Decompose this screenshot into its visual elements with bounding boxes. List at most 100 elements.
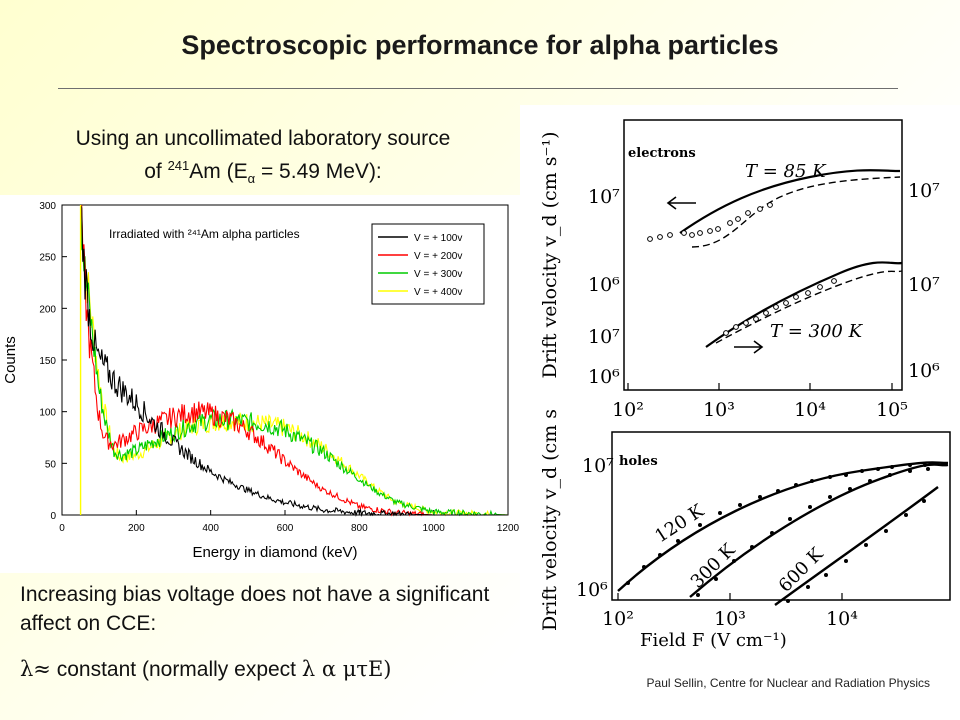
electrons-y-tick-label: 10⁷	[588, 186, 620, 208]
electrons-data-point-85k	[681, 230, 687, 236]
x-tick-label: 1200	[497, 523, 520, 534]
spectrum-plot-area: 0 200 400 600 800 1000 1200 0 50 100 150 200 250 300 E…	[2, 201, 520, 561]
series-line-1	[80, 204, 508, 517]
holes-data-point	[732, 559, 736, 563]
electrons-curve-label-85k: T = 85 K	[745, 161, 827, 182]
holes-y-axis-label: Drift velocity v_d (cm s	[539, 409, 561, 631]
footer-credit: Paul Sellin, Centre for Nuclear and Radi…	[646, 676, 930, 690]
holes-x-tick-label: 10²	[602, 608, 634, 630]
electrons-data-point-85k	[707, 228, 713, 234]
x-tick-label: 400	[202, 523, 219, 534]
holes-data-point	[890, 465, 894, 469]
electrons-frame	[623, 119, 903, 391]
title-divider	[58, 88, 898, 89]
holes-y-tick-label: 10⁶	[576, 579, 608, 601]
electrons-data-point-85k	[667, 232, 673, 238]
formula-lhs: λ≈	[20, 657, 51, 681]
holes-x-tick-label: 10⁴	[826, 608, 858, 630]
alpha-subscript: α	[247, 171, 256, 187]
electrons-y-tick-label: 10⁶	[588, 274, 620, 296]
electrons-data-point-85k	[757, 206, 763, 212]
conclusion-text: Increasing bias voltage does not have a …	[20, 583, 490, 635]
holes-data-point	[698, 523, 702, 527]
holes-data-point	[884, 529, 888, 533]
holes-data-point	[876, 467, 880, 471]
x-tick-label: 0	[59, 523, 65, 534]
y-tick-label: 300	[39, 201, 56, 212]
electrons-arrow-left	[666, 196, 696, 210]
holes-x-tick-label: 10³	[714, 608, 746, 630]
electrons-label: electrons	[628, 146, 696, 161]
holes-data-point	[860, 469, 864, 473]
electrons-y-tick-label-right: 10⁷	[908, 180, 940, 202]
electrons-y-axis-label: Drift velocity v_d (cm s⁻¹)	[539, 131, 561, 378]
holes-data-point	[770, 531, 774, 535]
formula-line: λ≈ constant (normally expect λ α μτE)	[20, 657, 500, 682]
holes-x-axis-label: Field F (V cm⁻¹)	[640, 630, 787, 651]
electrons-x-tick-label: 10⁴	[794, 399, 826, 421]
electrons-y-tick-label: 10⁷	[588, 326, 620, 348]
holes-data-point	[828, 475, 832, 479]
holes-data-point	[888, 473, 892, 477]
holes-data-point	[810, 479, 814, 483]
electrons-data-point-300k	[783, 300, 789, 306]
electrons-data-point-85k	[689, 232, 695, 238]
holes-label: holes	[619, 454, 658, 469]
electrons-panel: electrons 10² 10³ 10⁴ 10⁵ 10⁷ 10⁶ 10⁷ 10⁶ 10⁷ 10⁷ 1…	[539, 119, 940, 421]
holes-data-point	[904, 513, 908, 517]
series-line-3	[80, 216, 508, 517]
electrons-85k-dashed	[691, 176, 901, 248]
holes-data-point	[908, 463, 912, 467]
chart-legend: V = + 100v V = + 200v V = + 300v V = + 400v	[371, 223, 485, 305]
holes-panel: holes 10² 10³ 10⁴ 10⁶ 10⁷ Drift velocity v_d (…	[539, 409, 951, 651]
holes-data-point	[794, 483, 798, 487]
x-tick-label: 600	[277, 523, 294, 534]
y-tick-label: 50	[45, 459, 57, 470]
slide-title: Spectroscopic performance for alpha part…	[181, 30, 779, 60]
y-axis-label: Counts	[2, 336, 19, 384]
electrons-85k-solid	[679, 169, 901, 234]
legend-label-2: V = + 200v	[414, 251, 462, 262]
electrons-data-point-85k	[697, 230, 703, 236]
drift-velocity-figure: electrons 10² 10³ 10⁴ 10⁵ 10⁷ 10⁶ 10⁷ 10⁶ 10⁷ 10⁷ 1…	[520, 105, 960, 660]
legend-label-1: V = + 100v	[414, 233, 462, 244]
holes-data-point	[676, 539, 680, 543]
electrons-data-point-85k	[735, 216, 741, 222]
electrons-arrow-right	[734, 340, 764, 354]
holes-data-point	[642, 565, 646, 569]
holes-data-point	[828, 495, 832, 499]
electrons-data-point-85k	[767, 202, 773, 208]
electrons-300k-solid	[705, 261, 903, 348]
electrons-data-point-85k	[745, 210, 751, 216]
intro-line2-prefix: of	[144, 160, 168, 183]
holes-data-point	[923, 463, 927, 467]
electrons-y-tick-label-right: 10⁶	[908, 360, 940, 382]
electrons-data-point-85k	[657, 234, 663, 240]
holes-data-point	[718, 511, 722, 515]
holes-data-point	[844, 559, 848, 563]
legend-label-4: V = + 400v	[414, 287, 462, 298]
x-tick-label: 1000	[423, 523, 446, 534]
series-line-4	[80, 205, 508, 517]
electrons-data-point-300k	[733, 324, 739, 330]
holes-data-point	[786, 599, 790, 603]
y-tick-label: 100	[39, 408, 56, 419]
holes-data-point	[696, 593, 700, 597]
electrons-x-tick-label: 10²	[612, 399, 644, 421]
legend-label-3: V = + 300v	[414, 269, 462, 280]
y-tick-label: 150	[39, 356, 56, 367]
holes-data-point	[844, 473, 848, 477]
electrons-data-point-300k	[743, 320, 749, 326]
holes-data-point	[922, 499, 926, 503]
electrons-x-tick-label: 10³	[703, 399, 735, 421]
holes-data-point	[626, 581, 630, 585]
formula-text: constant (normally expect	[50, 658, 302, 681]
electrons-data-point-300k	[723, 330, 729, 336]
isotope-mass: 241	[167, 158, 190, 173]
electrons-data-point-300k	[753, 316, 759, 322]
electrons-y-tick-label: 10⁶	[588, 366, 620, 388]
holes-data-point	[714, 577, 718, 581]
y-tick-label: 0	[50, 511, 56, 522]
x-tick-label: 800	[351, 523, 368, 534]
formula-rhs: λ α μτE)	[301, 657, 392, 681]
